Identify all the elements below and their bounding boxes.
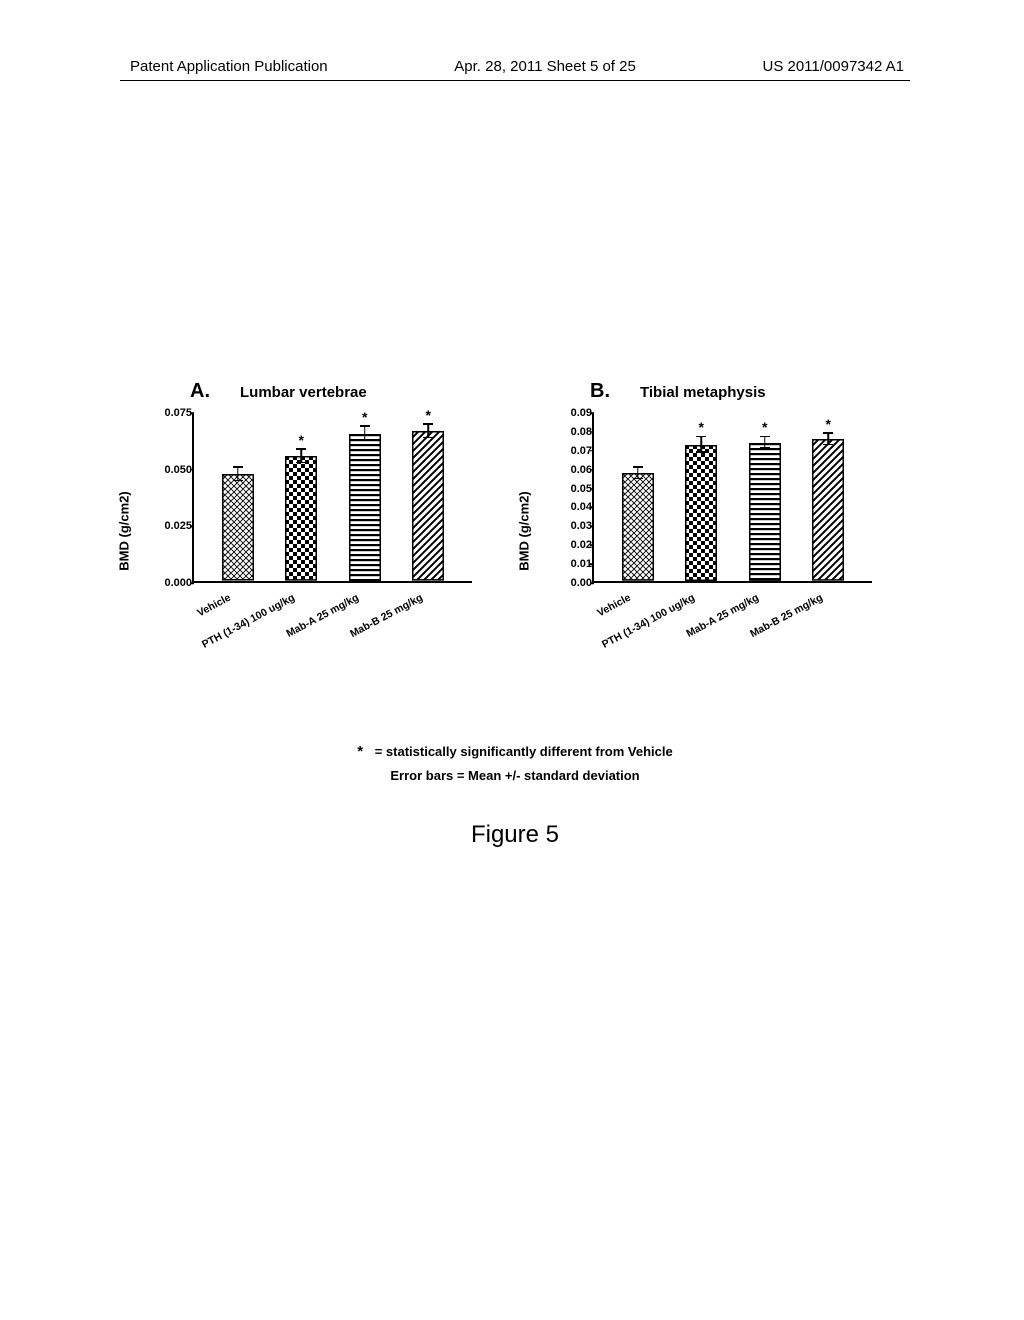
ytick-label: 0.075	[148, 407, 192, 419]
bar-group: *	[685, 445, 717, 581]
footnote-sig-text: = statistically significantly different …	[375, 744, 673, 759]
header-center: Apr. 28, 2011 Sheet 5 of 25	[454, 58, 636, 75]
chart-a-xlabels: VehiclePTH (1-34) 100 ug/kgMab-A 25 mg/k…	[192, 585, 472, 655]
ytick-label: 0.06	[548, 464, 592, 476]
error-cap	[423, 423, 433, 425]
chart-b: BMD (g/cm2) 0.000.010.020.030.040.050.06…	[530, 413, 900, 648]
bar-group: *	[349, 434, 381, 581]
bar	[685, 445, 717, 581]
figure-caption: Figure 5	[120, 821, 910, 849]
panel-a-header: A. Lumbar vertebrae	[130, 380, 500, 403]
error-cap	[633, 478, 643, 480]
chart-a-bars: ***	[194, 413, 472, 581]
bar	[749, 443, 781, 581]
bar-group: *	[412, 431, 444, 581]
panel-b: B. Tibial metaphysis BMD (g/cm2) 0.000.0…	[530, 380, 900, 648]
significance-star: *	[826, 416, 831, 432]
ytick-label: 0.00	[548, 577, 592, 589]
error-cap	[823, 432, 833, 434]
footnote-errorbars: Error bars = Mean +/- standard deviation	[120, 768, 910, 783]
bar	[812, 439, 844, 581]
bar-group	[222, 474, 254, 581]
chart-a-ylabel: BMD (g/cm2)	[117, 491, 132, 570]
footnote-sig: * = statistically significantly differen…	[120, 743, 910, 760]
header-left: Patent Application Publication	[130, 58, 328, 75]
chart-b-ylabel: BMD (g/cm2)	[517, 491, 532, 570]
x-category-label: Vehicle	[195, 592, 233, 620]
panel-b-letter: B.	[590, 380, 610, 403]
bar	[349, 434, 381, 581]
ytick-label: 0.02	[548, 539, 592, 551]
bar-group: *	[749, 443, 781, 581]
significance-star: *	[362, 409, 367, 425]
error-cap	[423, 437, 433, 439]
ytick-label: 0.01	[548, 558, 592, 570]
error-cap	[760, 436, 770, 438]
error-cap	[233, 480, 243, 482]
bar-group: *	[812, 439, 844, 581]
ytick-label: 0.050	[148, 464, 192, 476]
panel-b-header: B. Tibial metaphysis	[530, 380, 900, 403]
footnotes: * = statistically significantly differen…	[120, 743, 910, 783]
error-cap	[823, 444, 833, 446]
ytick-label: 0.000	[148, 577, 192, 589]
significance-star: *	[762, 419, 767, 435]
bar	[622, 473, 654, 581]
panel-a: A. Lumbar vertebrae BMD (g/cm2) 0.0000.0…	[130, 380, 500, 648]
error-cap	[360, 439, 370, 441]
significance-star: *	[699, 419, 704, 435]
significance-star: *	[426, 407, 431, 423]
error-cap	[296, 462, 306, 464]
chart-a-plot: ***	[192, 413, 472, 583]
error-cap	[760, 447, 770, 449]
ytick-label: 0.08	[548, 426, 592, 438]
panel-a-letter: A.	[190, 380, 210, 403]
chart-a: BMD (g/cm2) 0.0000.0250.0500.075 *** Veh…	[130, 413, 500, 648]
header-right: US 2011/0097342 A1	[762, 58, 904, 75]
error-cap	[233, 466, 243, 468]
star-symbol: *	[357, 743, 363, 760]
error-cap	[296, 448, 306, 450]
x-category-label: Mab-B 25 mg/kg	[748, 592, 825, 640]
ytick-label: 0.09	[548, 407, 592, 419]
bar-group: *	[285, 456, 317, 581]
significance-star: *	[299, 432, 304, 448]
ytick-label: 0.05	[548, 483, 592, 495]
header-rule	[120, 80, 910, 81]
chart-b-bars: ***	[594, 413, 872, 581]
error-cap	[696, 436, 706, 438]
ytick-label: 0.07	[548, 445, 592, 457]
panel-b-title: Tibial metaphysis	[640, 384, 766, 401]
ytick-label: 0.03	[548, 520, 592, 532]
bar	[222, 474, 254, 581]
ytick-label: 0.04	[548, 501, 592, 513]
chart-b-yticks: 0.000.010.020.030.040.050.060.070.080.09	[548, 413, 592, 583]
page-header: Patent Application Publication Apr. 28, …	[0, 58, 1024, 75]
x-category-label: Vehicle	[595, 592, 633, 620]
bar	[285, 456, 317, 581]
error-cap	[633, 466, 643, 468]
panels-row: A. Lumbar vertebrae BMD (g/cm2) 0.000 0.0…	[120, 380, 910, 648]
chart-b-plot: ***	[592, 413, 872, 583]
x-category-label: Mab-B 25 mg/kg	[348, 592, 425, 640]
ytick-label: 0.025	[148, 520, 192, 532]
error-cap	[360, 425, 370, 427]
bar	[412, 431, 444, 581]
panel-a-title: Lumbar vertebrae	[240, 384, 367, 401]
chart-a-yticks: 0.0000.0250.0500.075	[148, 413, 192, 583]
figure-area: A. Lumbar vertebrae BMD (g/cm2) 0.000 0.0…	[120, 380, 910, 849]
error-cap	[696, 451, 706, 453]
chart-b-xlabels: VehiclePTH (1-34) 100 ug/kgMab-A 25 mg/k…	[592, 585, 872, 655]
bar-group	[622, 473, 654, 581]
